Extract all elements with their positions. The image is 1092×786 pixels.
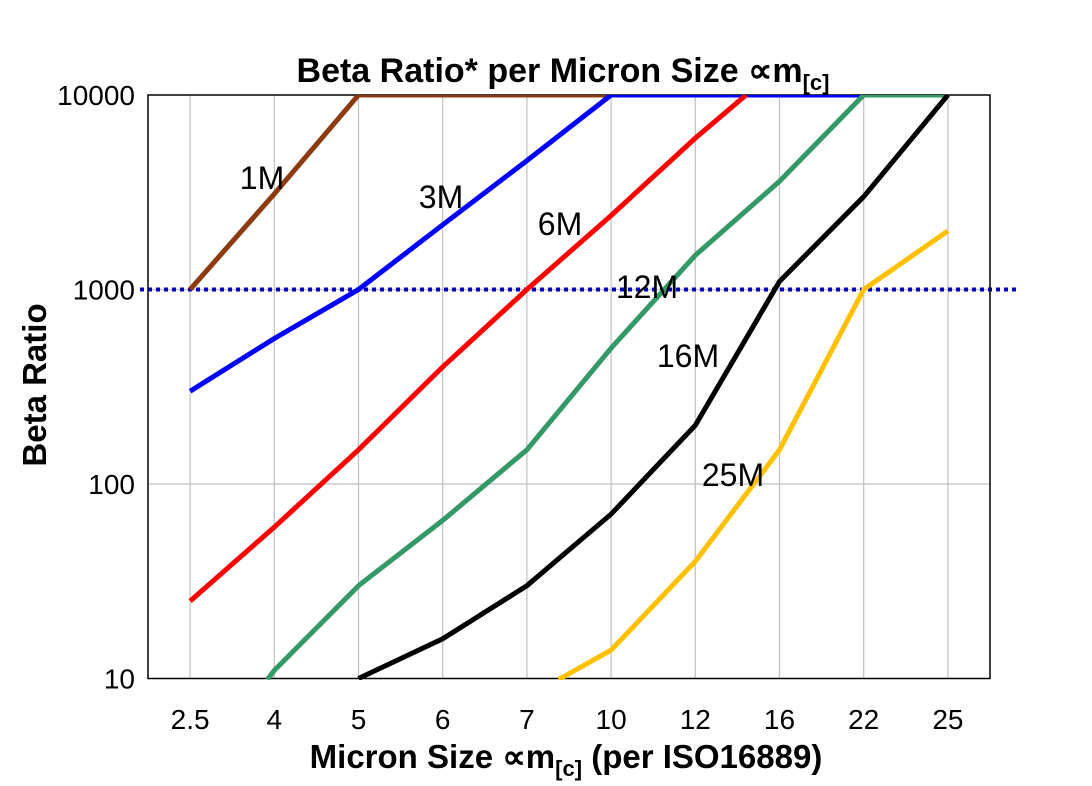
x-axis-title-text: Micron Size [310,738,503,775]
series-labels: 1M 3M 6M 12M 16M 25M [240,160,764,493]
tick-labels: 2.5 4 5 6 7 10 12 16 22 25 10 100 1000 10000 [57,80,963,735]
x-tick-label-5: 5 [351,704,367,735]
chart-title-subscript: [c] [803,70,830,95]
series-line-6m [188,95,748,603]
series-label-3m: 3M [419,179,463,215]
series-line-16m [357,95,950,680]
y-tick-label-10000: 10000 [57,80,135,111]
x-axis-title-suffix: (per ISO16889) [582,738,822,775]
x-tick-label-6: 6 [435,704,451,735]
x-tick-label-2.5: 2.5 [171,704,210,735]
x-tick-label-10: 10 [596,704,627,735]
chart-title: Beta Ratio* per Micron Size ∝m[c] [297,52,830,95]
x-tick-label-16: 16 [764,704,795,735]
series-label-6m: 6M [538,206,582,242]
x-tick-label-7: 7 [519,704,535,735]
series-label-25m: 25M [702,457,764,493]
x-tick-label-12: 12 [680,704,711,735]
y-tick-label-10: 10 [104,664,135,695]
chart-title-symbol: ∝m [748,52,803,90]
x-tick-label-25: 25 [932,704,963,735]
x-axis-title: Micron Size ∝m[c] (per ISO16889) [310,738,823,781]
x-tick-label-22: 22 [848,704,879,735]
y-axis-title: Beta Ratio [16,303,53,466]
x-tick-label-4: 4 [267,704,283,735]
series-lines [188,95,950,680]
series-line-1m [188,95,948,292]
series-label-12m: 12M [616,269,678,305]
chart-title-text: Beta Ratio* per Micron Size [297,52,749,90]
x-axis-title-symbol: ∝m [502,738,555,775]
series-line-12m [265,95,948,680]
y-tick-label-1000: 1000 [73,275,135,306]
series-label-1m: 1M [240,160,284,196]
series-label-16m: 16M [657,338,719,374]
series-line-3m [188,95,948,394]
series-line-25m [557,228,950,680]
x-axis-title-subscript: [c] [555,756,582,781]
y-tick-label-100: 100 [88,469,135,500]
